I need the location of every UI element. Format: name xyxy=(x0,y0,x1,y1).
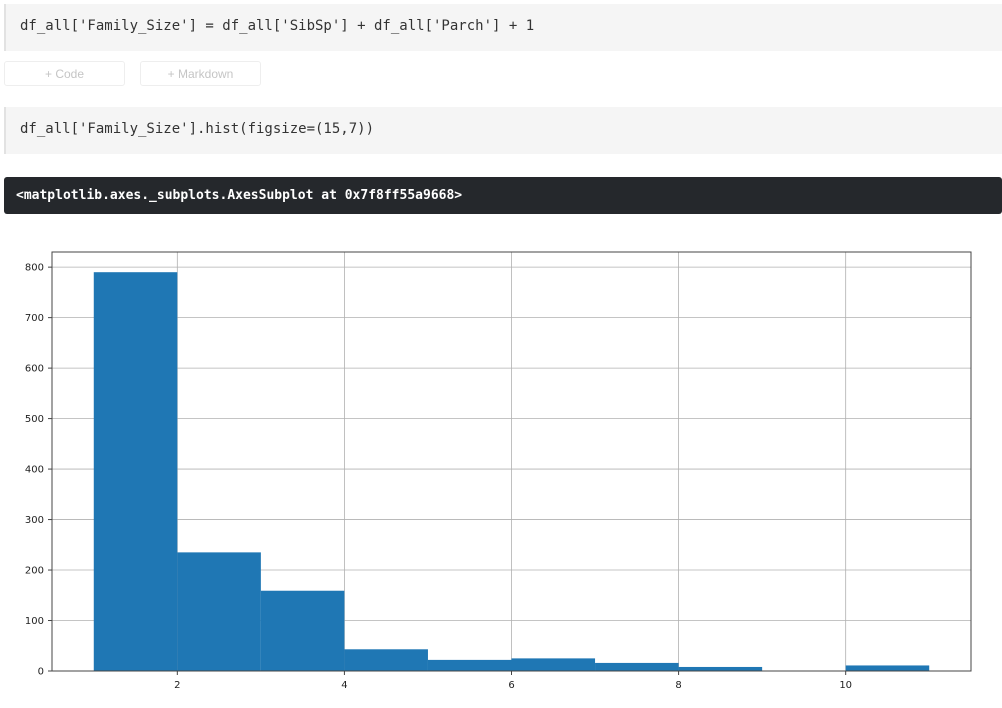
y-tick-label: 300 xyxy=(25,515,44,526)
histogram-bar xyxy=(344,649,428,671)
y-tick-label: 700 xyxy=(25,313,44,324)
histogram-bar xyxy=(177,552,261,671)
add-markdown-button[interactable]: + Markdown xyxy=(140,61,261,86)
x-tick-label: 6 xyxy=(508,680,514,691)
x-axis-ticks: 2 4 6 8 10 xyxy=(174,671,852,691)
code-cell-2-source[interactable]: df_all['Family_Size'].hist(figsize=(15,7… xyxy=(20,121,375,137)
y-axis-ticks: 0 100 200 300 400 500 600 700 800 xyxy=(25,263,52,678)
x-tick-label: 8 xyxy=(675,680,681,691)
y-tick-label: 600 xyxy=(25,364,44,375)
histogram-bar xyxy=(595,662,679,671)
code-cell-2[interactable]: df_all['Family_Size'].hist(figsize=(15,7… xyxy=(4,107,1002,154)
histogram-bar xyxy=(511,658,596,671)
output-result-text: <matplotlib.axes._subplots.AxesSubplot a… xyxy=(16,188,463,203)
y-tick-label: 0 xyxy=(38,667,44,678)
y-tick-label: 100 xyxy=(25,616,44,627)
histogram-bar xyxy=(845,665,930,671)
x-tick-label: 4 xyxy=(341,680,347,691)
chart-bars xyxy=(93,272,930,671)
histogram-bar xyxy=(427,659,512,671)
code-cell-1[interactable]: df_all['Family_Size'] = df_all['SibSp'] … xyxy=(4,4,1002,51)
y-tick-label: 800 xyxy=(25,263,44,274)
output-result-bar: <matplotlib.axes._subplots.AxesSubplot a… xyxy=(4,177,1002,214)
y-tick-label: 200 xyxy=(25,566,44,577)
histogram-bar xyxy=(93,272,178,671)
y-tick-label: 400 xyxy=(25,465,44,476)
code-cell-1-source[interactable]: df_all['Family_Size'] = df_all['SibSp'] … xyxy=(20,18,535,34)
histogram-chart: 2 4 6 8 10 0 100 200 300 400 500 600 700 800 xyxy=(25,251,972,691)
histogram-bar xyxy=(260,590,345,671)
add-code-button[interactable]: + Code xyxy=(4,61,125,86)
x-tick-label: 10 xyxy=(839,680,852,691)
x-tick-label: 2 xyxy=(174,680,180,691)
histogram-bar xyxy=(678,666,763,671)
y-tick-label: 500 xyxy=(25,414,44,425)
